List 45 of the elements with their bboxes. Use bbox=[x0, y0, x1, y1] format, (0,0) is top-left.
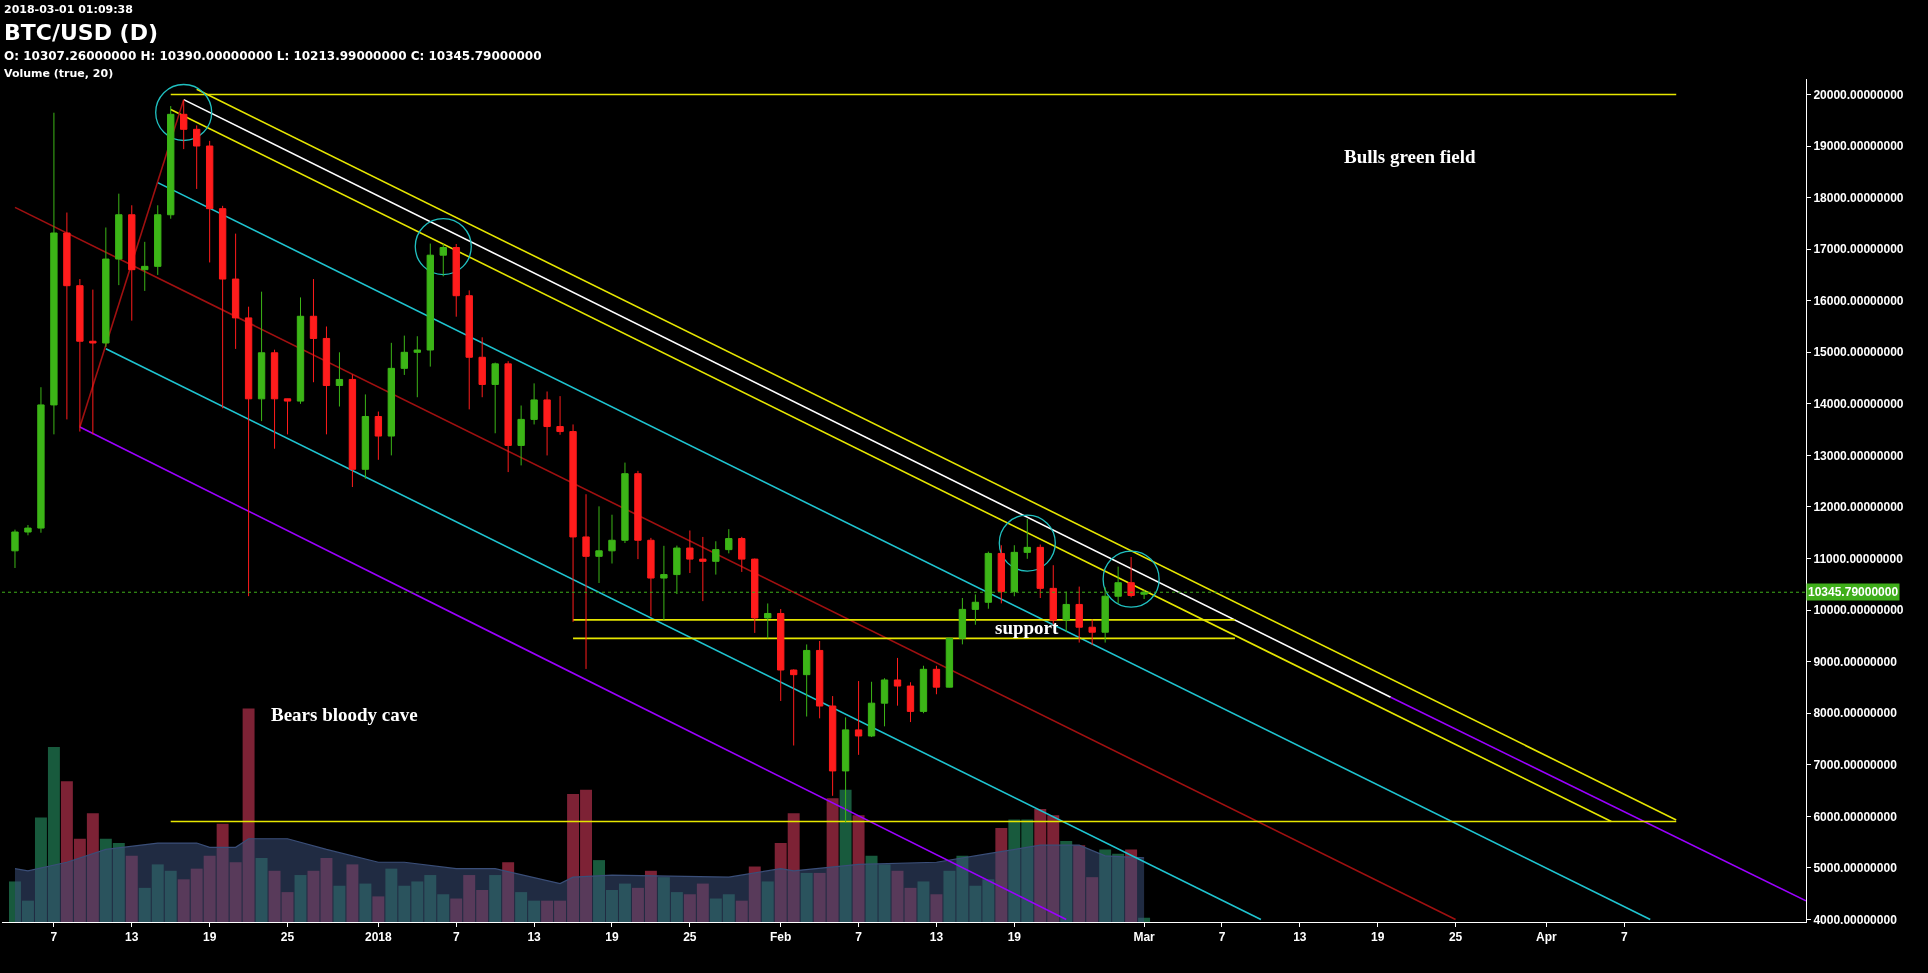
x-tick-label: 7 bbox=[1218, 930, 1226, 945]
x-tick-label: 25 bbox=[683, 930, 697, 945]
x-tick-label: 7 bbox=[855, 930, 863, 945]
chart-title: BTC/USD (D) bbox=[4, 20, 158, 45]
x-tick-label: 7 bbox=[452, 930, 460, 945]
x-tick-label: 25 bbox=[280, 930, 295, 945]
y-tick-label: 20000.00000000 bbox=[1813, 87, 1904, 102]
x-tick-label: 13 bbox=[1293, 930, 1307, 945]
y-tick-label: 15000.00000000 bbox=[1813, 345, 1904, 360]
y-tick-label: 13000.00000000 bbox=[1813, 448, 1904, 463]
y-tick-label: 4000.00000000 bbox=[1813, 912, 1898, 927]
x-tick-label: Feb bbox=[770, 930, 792, 945]
x-tick-label: 2018 bbox=[365, 930, 393, 945]
ref-line-label: 10345.79000000 bbox=[1808, 585, 1899, 599]
chart-subtitle: O: 10307.26000000 H: 10390.00000000 L: 10213.99000000 C: 10345.79000000 bbox=[4, 49, 542, 63]
x-tick-label: 19 bbox=[1371, 930, 1385, 945]
y-tick-label: 6000.00000000 bbox=[1813, 809, 1898, 824]
x-tick-label: 13 bbox=[527, 930, 542, 945]
y-tick-label: 17000.00000000 bbox=[1813, 242, 1904, 257]
x-tick-label: Apr bbox=[1536, 930, 1558, 945]
y-tick-label: 16000.00000000 bbox=[1813, 293, 1904, 308]
y-tick-label: 8000.00000000 bbox=[1813, 706, 1898, 721]
annotation: Volume (true, 20) bbox=[4, 67, 114, 80]
text: 2018-03-01 01:09:38 bbox=[4, 3, 133, 16]
annotation: Bears bloody cave bbox=[271, 704, 418, 725]
y-tick-label: 9000.00000000 bbox=[1813, 654, 1898, 669]
x-tick-label: 13 bbox=[125, 930, 139, 945]
y-tick-label: 10000.00000000 bbox=[1813, 603, 1904, 618]
x-tick-label: Mar bbox=[1133, 930, 1156, 945]
x-tick-label: 7 bbox=[50, 930, 58, 945]
y-tick-label: 12000.00000000 bbox=[1813, 500, 1904, 515]
x-tick-label: 19 bbox=[1007, 930, 1022, 945]
x-tick-label: 25 bbox=[1448, 930, 1463, 945]
y-tick-label: 19000.00000000 bbox=[1813, 139, 1904, 154]
x-tick-label: 19 bbox=[202, 930, 217, 945]
x-tick-label: 7 bbox=[1620, 930, 1628, 945]
annotation: Bulls green field bbox=[1344, 146, 1477, 167]
x-tick-label: 13 bbox=[929, 930, 944, 945]
y-tick-label: 14000.00000000 bbox=[1813, 397, 1904, 412]
y-tick-label: 18000.00000000 bbox=[1813, 190, 1904, 205]
y-tick-label: 11000.00000000 bbox=[1813, 551, 1904, 566]
y-tick-label: 5000.00000000 bbox=[1813, 861, 1898, 876]
annotation: support bbox=[995, 617, 1060, 638]
y-tick-label: 7000.00000000 bbox=[1813, 757, 1898, 772]
x-tick-label: 19 bbox=[605, 930, 619, 945]
